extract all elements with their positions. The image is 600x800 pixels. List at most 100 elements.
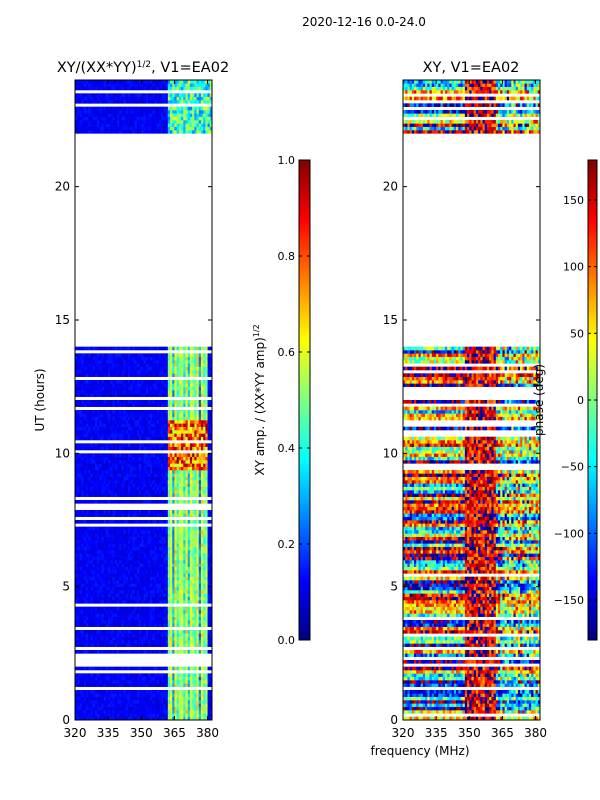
- left-heatmap-cell: [205, 540, 208, 544]
- left-heatmap-cell: [161, 700, 164, 704]
- left-heatmap-cell: [99, 410, 102, 414]
- left-heatmap-cell: [92, 620, 96, 624]
- left-heatmap-cell: [196, 713, 200, 717]
- left-heatmap-cell: [170, 643, 173, 647]
- left-heatmap-cell: [105, 473, 109, 477]
- left-heatmap-cell: [163, 680, 166, 684]
- left-heatmap-cell: [88, 693, 91, 697]
- left-heatmap-cell: [187, 553, 191, 557]
- left-heatmap-cell: [114, 630, 118, 634]
- left-heatmap-cell: [136, 643, 140, 647]
- left-heatmap-cell: [207, 530, 211, 534]
- left-heatmap-cell: [150, 623, 153, 627]
- left-heatmap-cell: [209, 400, 212, 404]
- left-heatmap-cell: [114, 590, 118, 594]
- left-heatmap-cell: [139, 580, 142, 584]
- left-heatmap-cell: [99, 673, 102, 677]
- left-heatmap-cell: [83, 420, 87, 424]
- left-heatmap-cell: [114, 700, 118, 704]
- left-heatmap-cell: [192, 593, 195, 597]
- left-heatmap-cell: [79, 713, 82, 717]
- left-heatmap-cell: [130, 433, 133, 437]
- left-heatmap-cell: [114, 623, 118, 627]
- left-heatmap-cell: [123, 623, 127, 627]
- left-heatmap-cell: [79, 456, 82, 461]
- left-heatmap-cell: [178, 453, 182, 457]
- left-heatmap-cell: [198, 696, 202, 701]
- left-heatmap-cell: [152, 590, 155, 594]
- left-heatmap-cell: [172, 560, 175, 564]
- left-heatmap-cell: [139, 423, 142, 427]
- left-heatmap-cell: [132, 486, 135, 491]
- left-heatmap-cell: [75, 620, 78, 624]
- left-heatmap-cell: [114, 713, 118, 717]
- left-heatmap-cell: [81, 476, 85, 481]
- left-heatmap-cell: [207, 553, 211, 557]
- left-heatmap-cell: [103, 460, 107, 464]
- left-heatmap-cell: [194, 510, 197, 514]
- left-heatmap-cell: [203, 550, 206, 554]
- left-heatmap-cell: [141, 430, 144, 434]
- left-heatmap-cell: [203, 690, 206, 694]
- left-heatmap-cell: [147, 470, 151, 474]
- left-heatmap-cell: [81, 590, 85, 594]
- left-heatmap-cell: [178, 633, 182, 637]
- left-heatmap-cell: [136, 423, 140, 427]
- left-heatmap-cell: [150, 460, 153, 464]
- left-heatmap-cell: [172, 460, 175, 464]
- left-heatmap-cell: [90, 640, 93, 644]
- left-heatmap-cell: [125, 546, 129, 551]
- left-heatmap-cell: [209, 710, 212, 714]
- left-heatmap-cell: [136, 526, 140, 531]
- left-heatmap-cell: [123, 610, 127, 614]
- left-heatmap-cell: [187, 566, 191, 571]
- left-heatmap-cell: [114, 536, 118, 541]
- left-heatmap-cell: [128, 593, 131, 597]
- left-heatmap-cell: [183, 536, 186, 541]
- left-heatmap-cell: [101, 650, 105, 654]
- left-heatmap-cell: [136, 520, 140, 524]
- left-heatmap-cell: [176, 543, 180, 547]
- left-heatmap-cell: [196, 500, 200, 504]
- left-heatmap-cell: [178, 500, 182, 504]
- left-heatmap-cell: [143, 590, 147, 594]
- left-heatmap-cell: [101, 683, 105, 687]
- left-heatmap-cell: [114, 390, 118, 394]
- left-heatmap-cell: [209, 426, 212, 431]
- left-heatmap-cell: [192, 553, 195, 557]
- left-heatmap-cell: [198, 486, 202, 491]
- left-heatmap-cell: [165, 486, 169, 491]
- left-heatmap-cell: [105, 466, 109, 471]
- left-heatmap-cell: [112, 700, 116, 704]
- left-heatmap-cell: [194, 563, 197, 567]
- left-heatmap-cell: [156, 683, 160, 687]
- left-heatmap-cell: [119, 530, 122, 534]
- left-heatmap-cell: [156, 513, 160, 517]
- left-heatmap-cell: [132, 556, 135, 561]
- left-heatmap-cell: [81, 413, 85, 417]
- left-heatmap-cell: [105, 430, 109, 434]
- left-heatmap-cell: [192, 710, 195, 714]
- left-heatmap-cell: [108, 453, 111, 457]
- left-heatmap-cell: [207, 593, 211, 597]
- left-heatmap-cell: [205, 633, 208, 637]
- left-heatmap-cell: [189, 550, 193, 554]
- left-heatmap-cell: [83, 700, 87, 704]
- left-heatmap-cell: [136, 453, 140, 457]
- left-heatmap-cell: [105, 460, 109, 464]
- left-heatmap-cell: [178, 443, 182, 447]
- left-heatmap-cell: [141, 460, 144, 464]
- left-heatmap-cell: [108, 586, 111, 591]
- left-heatmap-cell: [125, 476, 129, 481]
- left-heatmap-cell: [192, 600, 195, 604]
- left-heatmap-cell: [77, 473, 80, 477]
- left-heatmap-cell: [200, 640, 204, 644]
- left-heatmap-cell: [203, 706, 206, 711]
- left-heatmap-cell: [121, 633, 124, 637]
- left-heatmap-cell: [207, 463, 211, 467]
- left-heatmap-cell: [123, 400, 127, 404]
- left-heatmap-cell: [99, 413, 102, 417]
- left-heatmap-cell: [103, 570, 107, 574]
- left-heatmap-cell: [116, 623, 120, 627]
- left-heatmap-cell: [123, 526, 127, 531]
